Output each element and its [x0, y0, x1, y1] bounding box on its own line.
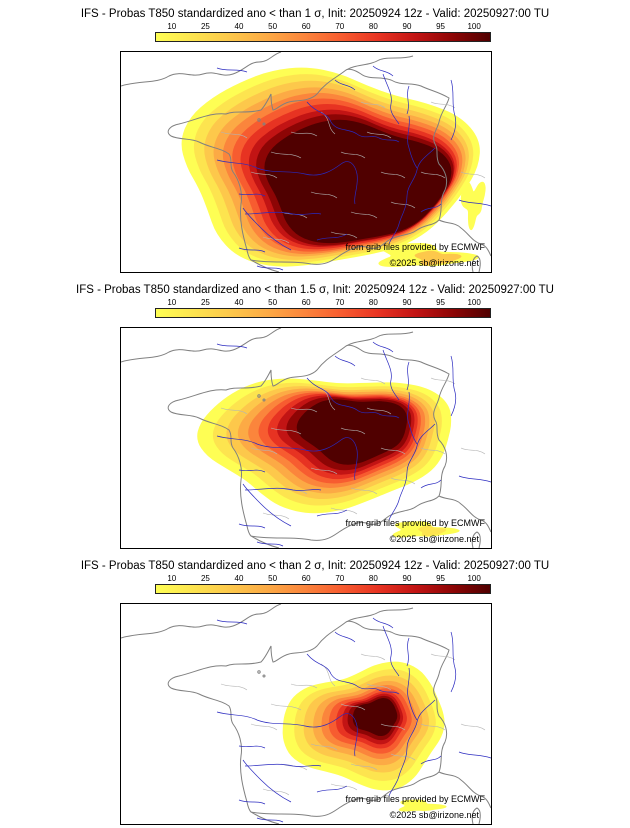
colorbar-tick: 80: [368, 574, 378, 583]
colorbar-tick: 100: [467, 298, 481, 307]
colorbar-tick: 95: [436, 298, 445, 307]
colorbar-tick: 10: [167, 574, 177, 583]
map-france: from grib files provided by ECMWF ©2025 …: [120, 327, 492, 549]
probability-field: [181, 67, 486, 268]
panel-sigma-1: IFS - Probas T850 standardized ano < tha…: [0, 0, 630, 276]
colorbar-tick: 60: [301, 22, 311, 31]
colorbar-tick: 95: [436, 574, 445, 583]
colorbar-tick: 50: [268, 22, 278, 31]
credit-text: from grib files provided by ECMWF: [345, 242, 485, 252]
copyright-text: ©2025 sb@irizone.net: [389, 810, 479, 820]
colorbar-tick: 40: [234, 574, 244, 583]
colorbar-tick: 25: [200, 22, 210, 31]
colorbar: 10 25 40 50 60 70 80 90 95 100: [155, 573, 491, 594]
colorbar-gradient: [155, 584, 491, 594]
colorbar-tick: 90: [402, 574, 412, 583]
colorbar-tick: 95: [436, 22, 445, 31]
colorbar-tick: 90: [402, 22, 412, 31]
colorbar-tick: 40: [234, 22, 244, 31]
france-map-svg: [121, 52, 491, 272]
probability-field: [282, 661, 447, 812]
panel-title: IFS - Probas T850 standardized ano < tha…: [76, 284, 554, 296]
copyright-text: ©2025 sb@irizone.net: [389, 258, 479, 268]
colorbar-tick: 10: [167, 298, 177, 307]
colorbar: 10 25 40 50 60 70 80 90 95 100: [155, 21, 491, 42]
panel-sigma-1-5: IFS - Probas T850 standardized ano < tha…: [0, 276, 630, 552]
france-map-svg: [121, 328, 491, 548]
panel-title: IFS - Probas T850 standardized ano < tha…: [80, 560, 550, 572]
colorbar-tick: 50: [268, 574, 278, 583]
colorbar-tick: 10: [167, 22, 177, 31]
map-france: from grib files provided by ECMWF ©2025 …: [120, 603, 492, 825]
colorbar-tick: 25: [200, 574, 210, 583]
probability-field: [197, 378, 460, 538]
colorbar-tick: 25: [200, 298, 210, 307]
credit-text: from grib files provided by ECMWF: [345, 794, 485, 804]
colorbar-tick: 50: [268, 298, 278, 307]
colorbar-gradient: [155, 32, 491, 42]
panel-sigma-2: IFS - Probas T850 standardized ano < tha…: [0, 552, 630, 828]
panel-title: IFS - Probas T850 standardized ano < tha…: [80, 8, 550, 20]
colorbar-tick: 100: [467, 574, 481, 583]
colorbar-gradient: [155, 308, 491, 318]
colorbar-tick: 70: [335, 574, 345, 583]
colorbar: 10 25 40 50 60 70 80 90 95 100: [155, 297, 491, 318]
colorbar-tick: 100: [467, 22, 481, 31]
colorbar-tick: 40: [234, 298, 244, 307]
copyright-text: ©2025 sb@irizone.net: [389, 534, 479, 544]
colorbar-tick: 60: [301, 298, 311, 307]
map-france: from grib files provided by ECMWF ©2025 …: [120, 51, 492, 273]
colorbar-tick: 90: [402, 298, 412, 307]
colorbar-ticks: 10 25 40 50 60 70 80 90 95 100: [155, 297, 491, 308]
colorbar-tick: 70: [335, 22, 345, 31]
colorbar-tick: 80: [368, 22, 378, 31]
credit-text: from grib files provided by ECMWF: [345, 518, 485, 528]
colorbar-ticks: 10 25 40 50 60 70 80 90 95 100: [155, 573, 491, 584]
colorbar-ticks: 10 25 40 50 60 70 80 90 95 100: [155, 21, 491, 32]
colorbar-tick: 60: [301, 574, 311, 583]
france-map-svg: [121, 604, 491, 824]
colorbar-tick: 70: [335, 298, 345, 307]
colorbar-tick: 80: [368, 298, 378, 307]
